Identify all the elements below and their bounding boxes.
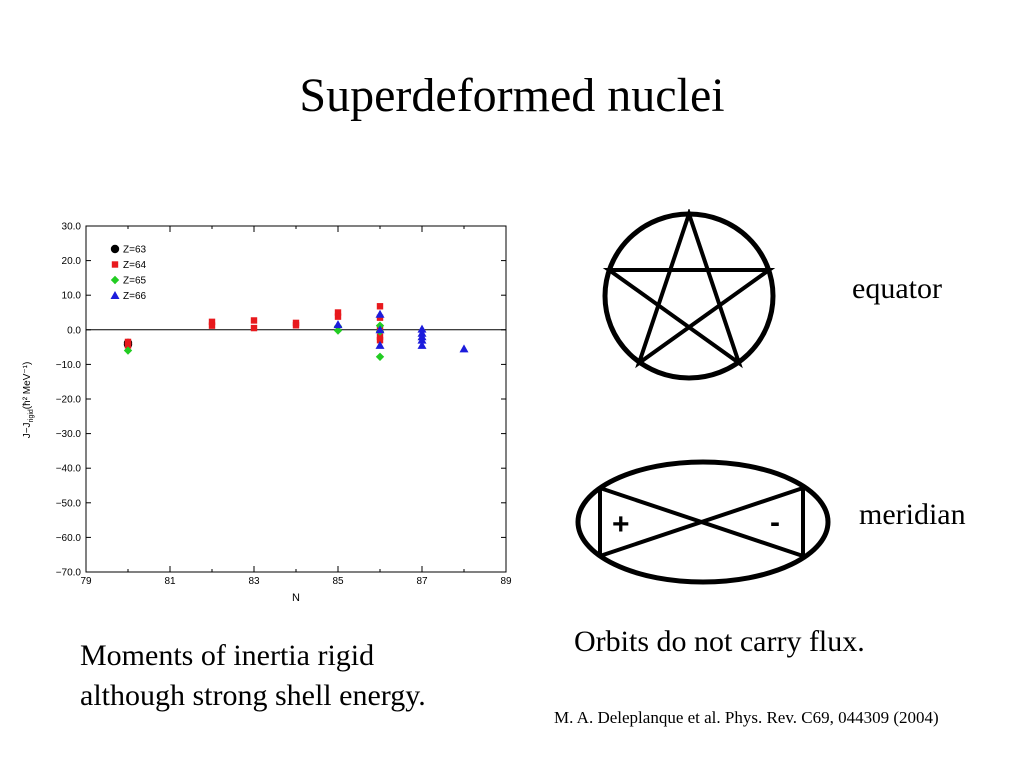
legend-label: Z=63 <box>123 245 147 256</box>
y-tick-label: 20.0 <box>62 256 82 267</box>
data-point-square <box>376 303 384 310</box>
data-point-square <box>208 318 216 326</box>
x-tick-label: 79 <box>80 576 92 587</box>
caption-left: Moments of inertia rigid although strong… <box>80 636 426 716</box>
x-tick-label: 83 <box>248 576 260 587</box>
y-tick-label: −40.0 <box>56 464 82 475</box>
data-point-square <box>334 313 342 320</box>
chart-legend: Z=63 Z=64 Z=65 Z=66 <box>110 244 147 302</box>
x-tick-label: 81 <box>164 576 176 587</box>
data-point-square <box>292 322 300 329</box>
data-point-square <box>124 338 132 346</box>
x-tick-label: 85 <box>332 576 344 587</box>
y-tick-label: 0.0 <box>67 325 81 336</box>
y-tick-label: 10.0 <box>62 291 82 302</box>
y-axis-ticks: 30.0 20.0 10.0 0.0 −10.0 −20.0 −30.0 −40.0 −50.0… <box>56 222 506 579</box>
y-tick-label: −20.0 <box>56 395 82 406</box>
data-point-square <box>208 322 216 329</box>
x-tick-label: 89 <box>500 576 512 587</box>
y-axis-label: J−Jrigid(ħ² MeV⁻¹) <box>22 362 35 439</box>
data-point-diamond <box>333 326 343 335</box>
data-point-triangle <box>459 344 469 353</box>
data-point-square <box>250 324 258 332</box>
equator-label: equator <box>852 272 942 305</box>
plus-symbol: + <box>612 508 630 541</box>
data-point-triangle <box>375 340 385 349</box>
y-tick-label: −10.0 <box>56 360 82 371</box>
data-point-triangle <box>417 324 427 333</box>
caption-left-line-2: although strong shell energy. <box>80 679 426 712</box>
scatter-chart: 30.0 20.0 10.0 0.0 −10.0 −20.0 −30.0 −40.0 −50.0… <box>22 222 512 605</box>
data-point-square <box>334 309 342 316</box>
meridian-ellipse <box>575 459 831 585</box>
caption-left-line-1: Moments of inertia rigid <box>80 639 375 672</box>
y-tick-label: −30.0 <box>56 429 82 440</box>
meridian-cross-line-2 <box>599 486 804 558</box>
x-tick-label: 87 <box>416 576 428 587</box>
legend-marker <box>111 261 119 268</box>
y-axis-label-sub: rigid <box>28 409 35 422</box>
x-axis-label: N <box>292 592 300 604</box>
data-point-square <box>124 342 132 349</box>
data-points <box>123 303 469 361</box>
meridian-label: meridian <box>859 498 966 531</box>
caption-right: Orbits do not carry flux. <box>574 625 865 658</box>
data-point-diamond <box>375 352 385 361</box>
y-tick-label: 30.0 <box>62 222 82 233</box>
x-axis-ticks: 79 81 83 85 87 89 <box>80 226 512 587</box>
pentagram-star <box>602 209 776 369</box>
data-point-triangle <box>375 309 385 318</box>
y-axis-label-unit: (ħ² MeV⁻¹) <box>22 362 33 410</box>
data-point-triangle <box>417 335 427 344</box>
data-point-square <box>250 317 258 324</box>
y-tick-label: −60.0 <box>56 533 82 544</box>
meridian-diagram <box>575 459 831 585</box>
citation: M. A. Deleplanque et al. Phys. Rev. C69,… <box>554 708 939 727</box>
data-point-square <box>376 333 384 340</box>
legend-label: Z=64 <box>123 260 147 271</box>
data-point-triangle <box>417 340 427 349</box>
legend-label: Z=65 <box>123 276 147 287</box>
y-tick-label: −50.0 <box>56 498 82 509</box>
plot-frame <box>85 225 507 573</box>
legend-label: Z=66 <box>123 291 147 302</box>
legend-marker <box>110 275 120 285</box>
y-tick-label: −70.0 <box>56 568 82 579</box>
legend-marker <box>110 244 120 254</box>
page-title: Superdeformed nuclei <box>299 69 725 122</box>
minus-symbol: - <box>770 506 780 539</box>
data-point-triangle <box>333 320 343 329</box>
equator-circle <box>602 211 776 381</box>
data-point-triangle <box>375 325 385 334</box>
y-axis-label-main: J−J <box>22 422 33 438</box>
data-point-square <box>376 336 384 344</box>
legend-marker <box>110 291 120 299</box>
equator-diagram <box>602 209 776 381</box>
data-point-diamond <box>123 346 133 355</box>
